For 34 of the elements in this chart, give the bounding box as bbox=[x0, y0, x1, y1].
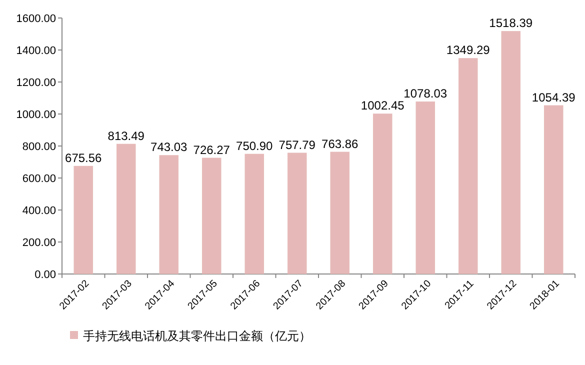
data-label: 1518.39 bbox=[489, 16, 533, 30]
bar bbox=[202, 158, 222, 274]
bar bbox=[74, 166, 93, 274]
bar bbox=[116, 144, 136, 274]
data-label: 1054.39 bbox=[532, 90, 576, 104]
y-tick-label: 1400.00 bbox=[16, 45, 56, 57]
data-label: 1349.29 bbox=[446, 43, 490, 58]
data-label: 757.79 bbox=[278, 138, 316, 152]
data-label: 1002.45 bbox=[360, 98, 405, 113]
bar bbox=[373, 114, 392, 274]
y-tick-label: 400.00 bbox=[22, 205, 56, 217]
y-tick-label: 600.00 bbox=[22, 173, 56, 185]
legend-label: 手持无线电话机及其零件出口金额（亿元） bbox=[83, 329, 311, 343]
y-tick-label: 1000.00 bbox=[16, 109, 56, 121]
y-tick-label: 1200.00 bbox=[16, 77, 56, 89]
bar bbox=[501, 31, 520, 274]
bar bbox=[244, 154, 264, 274]
data-label: 726.27 bbox=[193, 142, 230, 157]
bar bbox=[544, 105, 564, 274]
data-label: 763.86 bbox=[322, 136, 359, 151]
y-tick-label: 800.00 bbox=[22, 141, 56, 153]
data-label: 813.49 bbox=[108, 128, 145, 143]
data-label: 1078.03 bbox=[404, 86, 448, 101]
y-tick-label: 200.00 bbox=[22, 237, 56, 249]
y-tick-label: 0.00 bbox=[34, 269, 56, 281]
data-label: 750.90 bbox=[236, 138, 274, 153]
y-tick-label: 1600.00 bbox=[16, 13, 56, 25]
data-label: 743.03 bbox=[150, 140, 188, 154]
data-label: 675.56 bbox=[65, 150, 102, 165]
bar bbox=[330, 152, 350, 274]
bar bbox=[159, 155, 178, 274]
bar bbox=[288, 152, 307, 274]
bar bbox=[416, 102, 435, 274]
bar bbox=[458, 58, 478, 274]
